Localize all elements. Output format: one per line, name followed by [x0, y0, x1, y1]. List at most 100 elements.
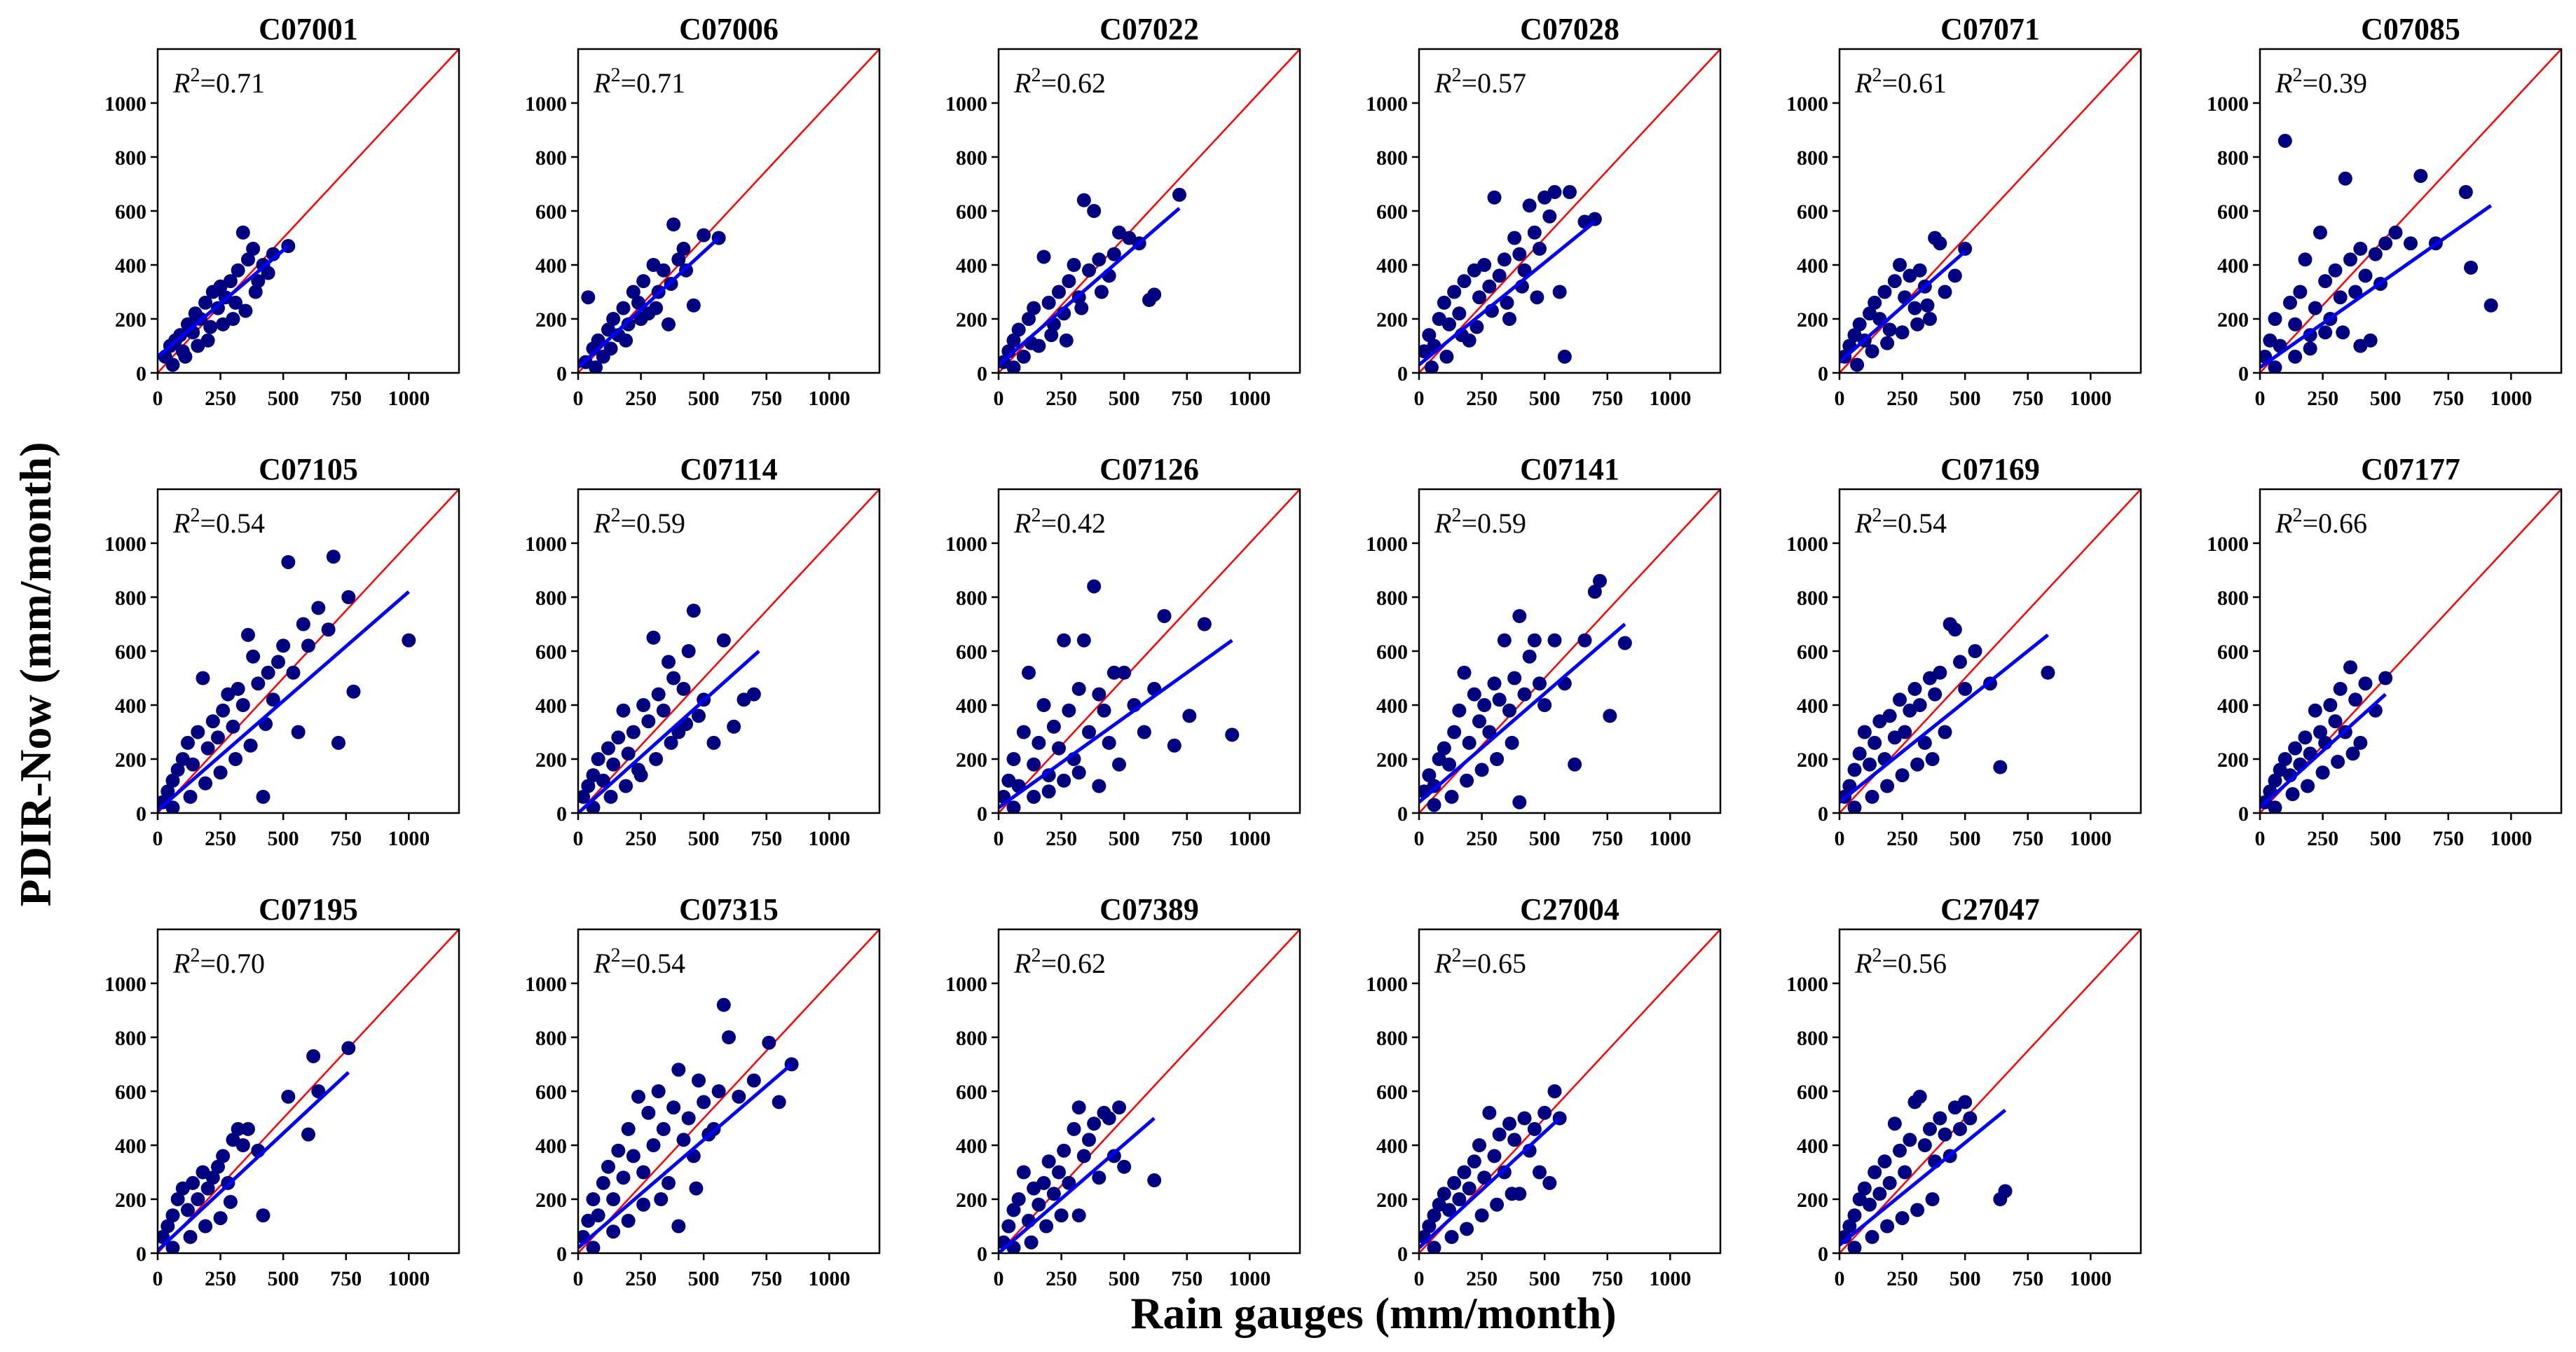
data-point: [2268, 773, 2282, 788]
y-tick-label: 400: [1797, 1135, 1828, 1158]
y-tick-label: 600: [115, 200, 146, 224]
regression-line: [578, 236, 720, 369]
regression-line: [1839, 1109, 2007, 1247]
y-tick-label: 600: [535, 200, 567, 224]
data-point: [1522, 198, 1537, 213]
data-point: [241, 627, 255, 642]
data-point: [727, 719, 741, 734]
data-point: [1882, 709, 1897, 723]
x-tick-label: 500: [268, 1267, 299, 1290]
data-point: [606, 1192, 621, 1206]
data-point: [1197, 617, 1212, 631]
data-point: [301, 1127, 315, 1142]
r-squared-symbol: R: [2275, 67, 2292, 99]
x-tick-label: 250: [2307, 827, 2338, 850]
data-point: [2378, 236, 2393, 251]
data-point: [1490, 1197, 1505, 1212]
data-point: [666, 671, 681, 685]
x-tick-label: 1000: [2069, 1267, 2111, 1290]
data-point: [656, 703, 671, 718]
data-point: [636, 1165, 651, 1180]
y-tick-label: 600: [2217, 200, 2249, 224]
data-point: [1462, 735, 1477, 750]
data-point: [1472, 714, 1486, 729]
data-point: [2348, 285, 2363, 299]
data-point: [611, 1143, 626, 1158]
regression-line: [1419, 622, 1626, 804]
data-point: [2483, 298, 2498, 313]
data-point: [2458, 185, 2473, 200]
data-point: [235, 225, 250, 240]
r-squared-value: =0.66: [2302, 507, 2367, 539]
r-squared-value: =0.54: [1882, 507, 1947, 539]
data-point: [1474, 763, 1489, 777]
data-point: [633, 312, 648, 326]
x-tick-label: 0: [153, 1267, 163, 1290]
y-tick-label: 0: [1397, 1243, 1408, 1266]
data-point: [2285, 787, 2300, 802]
data-point: [1492, 1127, 1507, 1142]
data-point: [331, 735, 345, 750]
data-point: [226, 719, 240, 734]
x-tick-label: 250: [1886, 827, 1918, 850]
regression-line: [2260, 204, 2493, 369]
data-point: [1547, 1084, 1562, 1098]
panel-C07001: C07001 0 250 500 750 1000 0 200 400 600 800 1000 R2=…: [104, 12, 460, 410]
panel-title: C07105: [259, 452, 358, 486]
data-point: [596, 773, 610, 788]
data-point: [654, 1192, 669, 1206]
data-point: [649, 301, 664, 315]
data-point: [1895, 325, 1910, 340]
data-point: [2348, 692, 2363, 707]
data-point: [1850, 357, 1865, 372]
data-point: [1847, 1208, 1862, 1223]
y-tick-label: 200: [535, 308, 567, 332]
data-point: [2353, 735, 2368, 750]
data-point: [1071, 765, 1086, 780]
data-point: [1533, 1165, 1547, 1180]
data-point: [1172, 187, 1186, 202]
x-tick-label: 500: [2370, 827, 2402, 850]
data-point: [2333, 681, 2348, 696]
panel-C07105: C07105 0 250 500 750 1000 0 200 400 600 800 1000 R2=…: [104, 452, 460, 850]
data-point: [1963, 1111, 1978, 1126]
data-point: [1547, 633, 1562, 648]
data-point: [641, 1105, 656, 1120]
r-squared-exponent: 2: [1451, 945, 1461, 967]
data-point: [1868, 1165, 1882, 1180]
data-point: [200, 741, 215, 756]
data-point: [1052, 741, 1066, 756]
data-point: [1877, 1154, 1892, 1169]
panel-title: C07085: [2361, 12, 2460, 46]
data-point: [1953, 655, 1967, 669]
data-point: [676, 681, 691, 696]
x-tick-label: 0: [153, 827, 163, 850]
data-point: [1016, 1165, 1031, 1180]
y-tick-label: 0: [977, 1243, 987, 1266]
data-point: [321, 622, 336, 637]
data-point: [1117, 1159, 1132, 1174]
x-tick-label: 0: [153, 387, 163, 410]
data-point: [286, 665, 301, 680]
y-tick-label: 1000: [104, 533, 146, 556]
y-tick-label: 200: [2217, 749, 2249, 772]
data-point: [1092, 687, 1107, 702]
data-point: [662, 655, 676, 669]
data-point: [170, 1192, 185, 1206]
data-point: [1027, 789, 1041, 804]
data-point: [1505, 1187, 1519, 1201]
data-point: [1137, 725, 1151, 739]
x-tick-label: 500: [1109, 387, 1140, 410]
y-tick-label: 200: [956, 749, 987, 772]
x-tick-label: 250: [1466, 387, 1498, 410]
data-point: [1076, 1149, 1091, 1163]
data-point: [1112, 1100, 1126, 1115]
data-point: [1893, 1143, 1907, 1158]
data-point: [1852, 317, 1867, 332]
data-point: [1882, 322, 1897, 337]
data-point: [181, 1203, 195, 1217]
one-to-one-line: [158, 49, 459, 373]
data-point: [1016, 725, 1031, 739]
regression-line: [999, 639, 1233, 810]
data-point: [1910, 317, 1925, 332]
